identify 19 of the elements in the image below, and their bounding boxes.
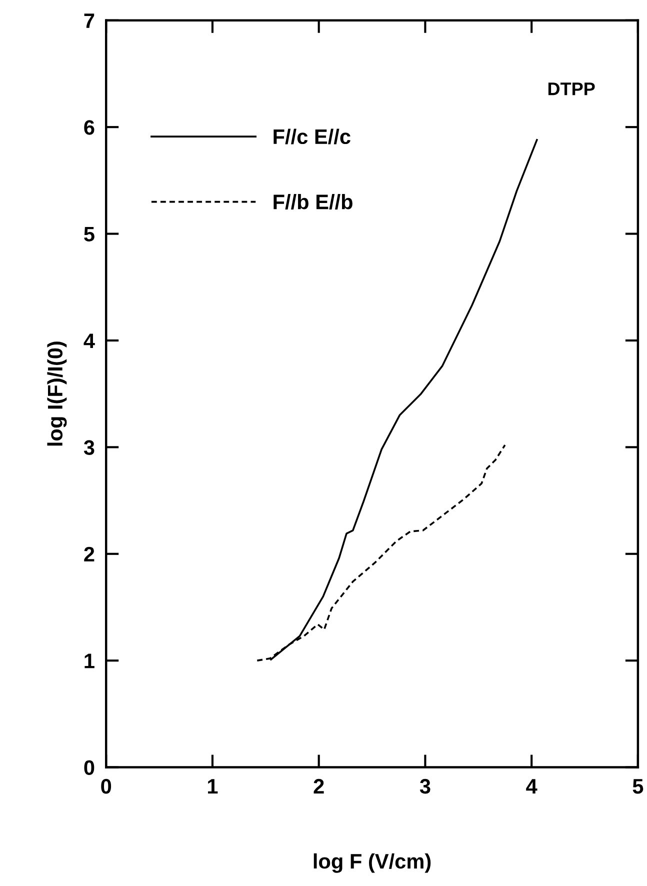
annotation: DTPP [548, 82, 595, 96]
y-axis-title: log I(F)/I(0) [47, 342, 67, 446]
y-tick-label: 5 [84, 226, 94, 242]
x-tick-label: 5 [632, 779, 644, 794]
x-axis-title: log F (V/cm) [314, 853, 431, 873]
y-tick-label: 3 [84, 440, 94, 455]
y-tick-label: 0 [84, 760, 94, 776]
x-tick-label: 3 [420, 778, 430, 794]
y-tick-label: 1 [84, 654, 94, 668]
legend-label: F//c E//c [274, 128, 350, 144]
y-tick-label: 6 [84, 120, 94, 135]
x-tick-label: 2 [314, 778, 324, 794]
y-tick-label: 4 [84, 334, 95, 348]
legend-label: F//b E//b [274, 194, 352, 210]
y-tick-label: 2 [84, 546, 94, 562]
y-tick-label: 7 [84, 14, 94, 28]
x-tick-label: 1 [208, 779, 218, 794]
x-tick-label: 0 [101, 778, 112, 794]
x-tick-label: 4 [526, 779, 538, 794]
